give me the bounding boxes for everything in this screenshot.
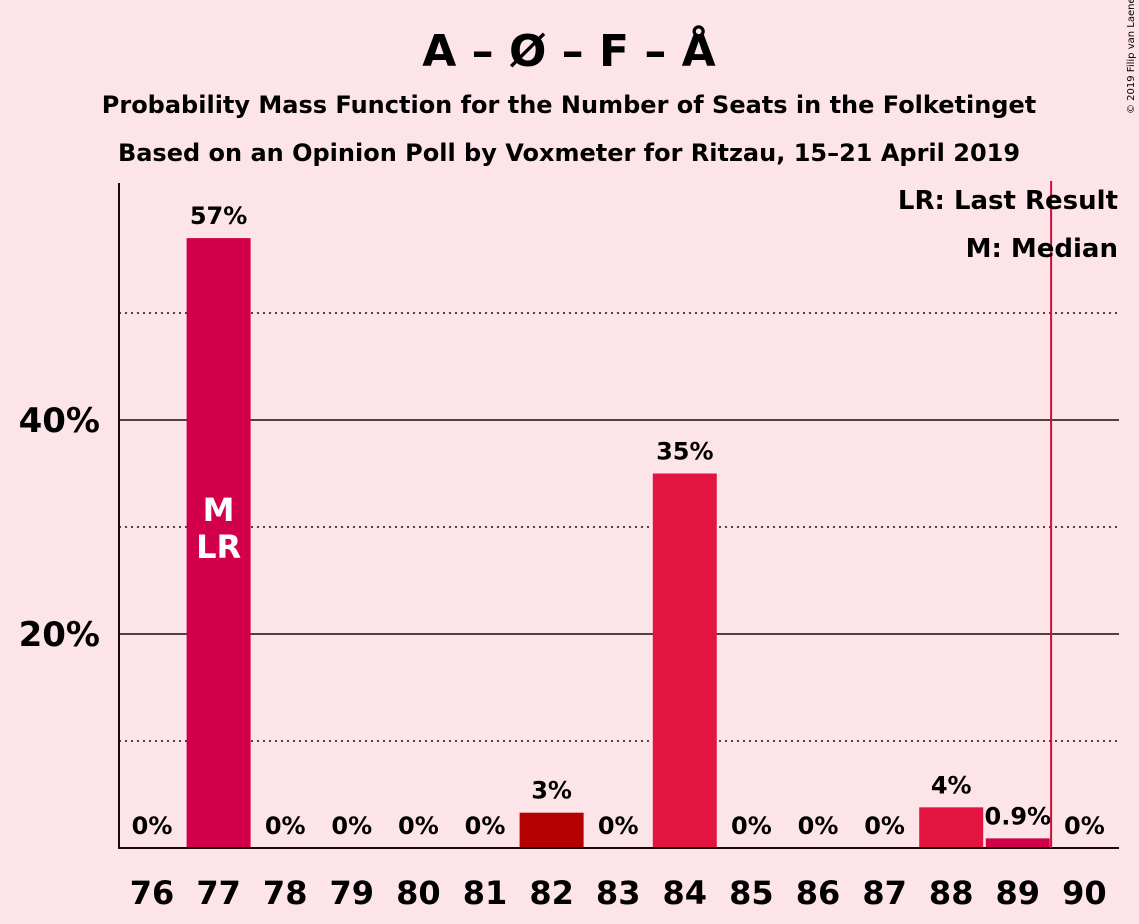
x-tick-label-78: 78 xyxy=(263,874,308,912)
value-label-86: 0% xyxy=(798,812,839,840)
bar-77 xyxy=(186,238,251,849)
y-tick-label: 40% xyxy=(19,401,100,441)
x-tick-label-89: 89 xyxy=(996,874,1041,912)
x-tick-label-87: 87 xyxy=(862,874,907,912)
y-tick-labels: 20% 40% xyxy=(19,401,100,655)
value-label-83: 0% xyxy=(598,812,639,840)
value-labels: 0% 57% 0% 0% 0% 0% 3% 0% 35% 0% 0% 0% 4% 0.9% 0% xyxy=(132,202,1105,840)
bar-88 xyxy=(919,807,984,848)
bar-82 xyxy=(519,812,584,848)
bar-89 xyxy=(985,838,1050,848)
x-tick-label-84: 84 xyxy=(663,874,708,912)
value-label-85: 0% xyxy=(731,812,772,840)
value-label-81: 0% xyxy=(465,812,506,840)
x-tick-label-90: 90 xyxy=(1062,874,1107,912)
gridlines xyxy=(119,312,1119,742)
bar-annotation-77: LR xyxy=(196,528,241,566)
value-label-82: 3% xyxy=(531,777,572,805)
bar-annotations: MLR xyxy=(196,491,241,566)
x-tick-label-80: 80 xyxy=(396,874,441,912)
value-label-77: 57% xyxy=(190,202,247,230)
x-tick-label-88: 88 xyxy=(929,874,974,912)
value-label-87: 0% xyxy=(864,812,905,840)
bar-84 xyxy=(652,473,717,848)
y-tick-label: 20% xyxy=(19,615,100,655)
x-tick-label-86: 86 xyxy=(796,874,841,912)
chart-subtitle-line-1: Probability Mass Function for the Number… xyxy=(102,91,1036,119)
x-tick-label-83: 83 xyxy=(596,874,641,912)
credit-text: © 2019 Filip van Laenen xyxy=(1126,0,1137,114)
x-tick-labels: 76 77 78 79 80 81 82 83 84 85 86 87 88 89 90 xyxy=(130,874,1107,912)
value-label-90: 0% xyxy=(1064,812,1105,840)
value-label-76: 0% xyxy=(132,812,173,840)
value-label-89: 0.9% xyxy=(985,802,1052,830)
chart-subtitle-line-2: Based on an Opinion Poll by Voxmeter for… xyxy=(118,139,1020,167)
legend: LR: Last Result M: Median xyxy=(898,186,1118,264)
chart-title: A – Ø – F – Å xyxy=(422,24,715,77)
x-tick-label-81: 81 xyxy=(463,874,508,912)
value-label-80: 0% xyxy=(398,812,439,840)
bars xyxy=(186,238,1050,849)
x-tick-label-85: 85 xyxy=(729,874,774,912)
x-tick-label-79: 79 xyxy=(330,874,375,912)
value-label-78: 0% xyxy=(265,812,306,840)
x-tick-label-76: 76 xyxy=(130,874,175,912)
x-tick-label-82: 82 xyxy=(529,874,574,912)
value-label-88: 4% xyxy=(931,771,972,799)
bar-annotation-77: M xyxy=(203,491,235,529)
value-label-84: 35% xyxy=(656,438,713,466)
x-tick-label-77: 77 xyxy=(196,874,241,912)
legend-entry-median: M: Median xyxy=(966,234,1118,264)
value-label-79: 0% xyxy=(331,812,372,840)
legend-entry-last-result: LR: Last Result xyxy=(898,186,1118,216)
